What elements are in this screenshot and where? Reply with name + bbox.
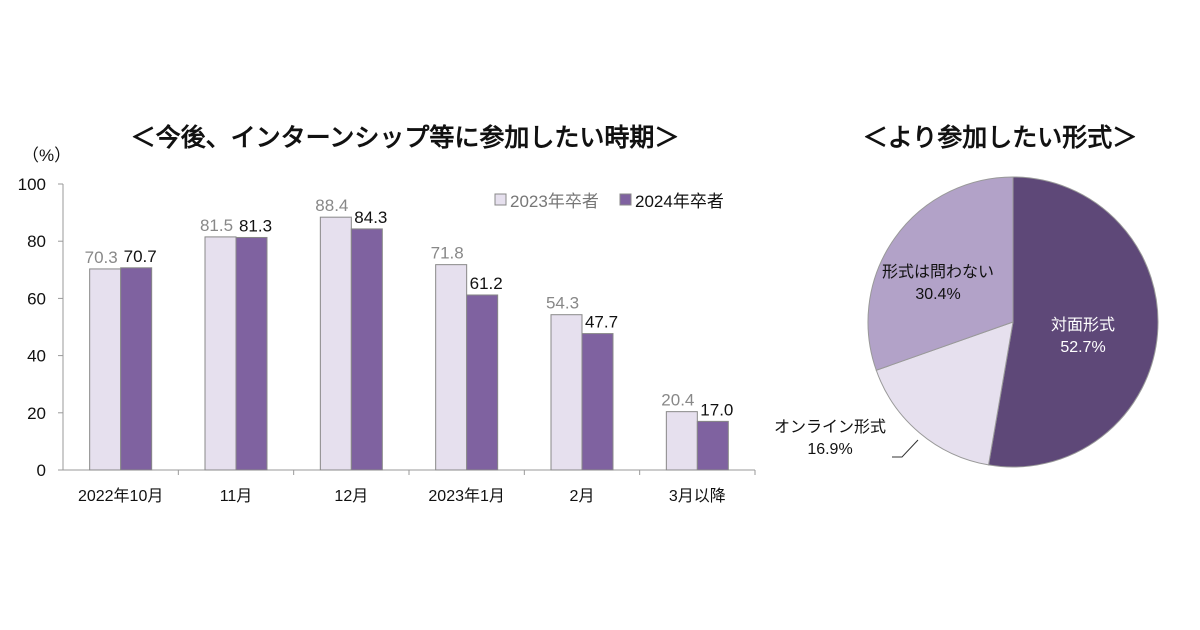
bar-2023 [550, 314, 583, 471]
data-label: 47.7 [585, 313, 618, 332]
legend-label: 2024年卒者 [635, 192, 724, 211]
bar-chart-title: ＜今後、インターンシップ等に参加したい時期＞ [131, 123, 680, 152]
legend-label: 2023年卒者 [510, 192, 599, 211]
pie-slice [875, 321, 1014, 466]
bar-2024 [581, 333, 614, 471]
data-label: 17.0 [700, 400, 733, 419]
pie-chart-title: ＜より参加したい形式＞ [863, 123, 1138, 152]
slice-label: 形式は問わない [882, 263, 994, 281]
y-tick-label: 40 [27, 347, 46, 366]
bar-2024 [235, 236, 268, 471]
bar-2024 [350, 228, 383, 471]
data-label: 70.3 [85, 248, 118, 267]
slice-label: オンライン形式 [774, 418, 886, 436]
bar-2023 [204, 236, 237, 471]
y-tick-label: 100 [18, 175, 46, 194]
y-tick-label: 80 [27, 232, 46, 251]
pie-chart: 対面形式 52.7% オンライン形式 16.9% 形式は問わない 30.4% [774, 176, 1159, 468]
data-label: 88.4 [315, 196, 348, 215]
y-tick-label: 60 [27, 289, 46, 308]
bar-2023 [665, 411, 698, 471]
bar-2023 [89, 268, 122, 471]
x-tick-label: 3月以降 [669, 487, 726, 505]
y-tick-label: 20 [27, 404, 46, 423]
bar-chart: 0 20 40 60 80 100 2022年10月 70.3 70.7 11月 81.5 81.3 1… [18, 175, 756, 505]
slice-value: 52.7% [1060, 339, 1105, 356]
x-tick-label: 2月 [570, 488, 595, 505]
data-label: 61.2 [470, 274, 503, 293]
data-label: 71.8 [431, 244, 464, 263]
bar-2024 [696, 420, 729, 471]
legend-swatch [494, 193, 507, 206]
x-tick-label: 11月 [220, 488, 253, 505]
y-axis-label: （%） [22, 146, 71, 165]
x-tick-label: 12月 [334, 488, 368, 505]
pie-slice [867, 176, 1014, 371]
leader-line [892, 439, 919, 458]
bar-2024 [120, 267, 153, 471]
bar-2023 [319, 216, 352, 471]
data-label: 20.4 [661, 391, 694, 410]
data-label: 54.3 [546, 294, 579, 313]
slice-value: 30.4% [915, 286, 960, 303]
data-label: 70.7 [124, 247, 157, 266]
pie-slice [987, 176, 1159, 468]
bar-2023 [435, 264, 468, 471]
x-tick-label: 2022年10月 [78, 487, 163, 505]
slice-label: 対面形式 [1051, 316, 1115, 334]
y-tick-label: 0 [37, 461, 46, 480]
legend-swatch [619, 193, 632, 206]
slice-value: 16.9% [807, 441, 852, 458]
x-tick-label: 2023年1月 [428, 487, 505, 505]
data-label: 84.3 [354, 208, 387, 227]
data-label: 81.3 [239, 216, 272, 235]
data-label: 81.5 [200, 216, 233, 235]
bar-2024 [466, 294, 499, 471]
